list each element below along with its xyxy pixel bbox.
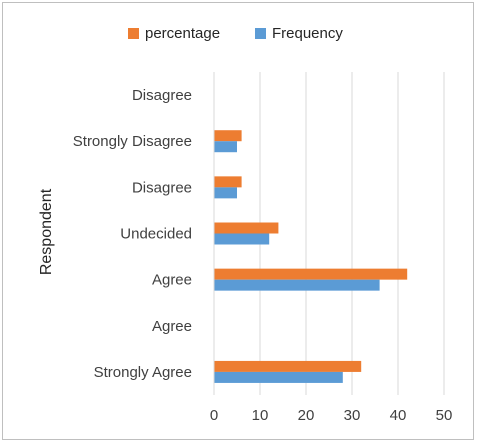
legend-label-percentage: percentage bbox=[145, 25, 220, 42]
legend-swatch-percentage bbox=[128, 28, 139, 39]
bar-frequency-1 bbox=[214, 141, 237, 153]
category-label: Agree bbox=[152, 272, 192, 289]
x-tick-label: 10 bbox=[252, 407, 269, 424]
x-tick-label: 20 bbox=[298, 407, 315, 424]
bar-percentage-3 bbox=[214, 222, 279, 234]
category-label: Agree bbox=[152, 318, 192, 335]
y-axis-title: Respondent bbox=[38, 188, 55, 275]
x-tick-label: 30 bbox=[344, 407, 361, 424]
bar-frequency-2 bbox=[214, 187, 237, 199]
category-label: Strongly Disagree bbox=[73, 133, 192, 150]
bar-frequency-6 bbox=[214, 371, 343, 383]
bar-frequency-4 bbox=[214, 279, 380, 291]
bar-percentage-4 bbox=[214, 268, 408, 280]
x-tick-label: 40 bbox=[390, 407, 407, 424]
bar-frequency-3 bbox=[214, 233, 270, 245]
bar-percentage-1 bbox=[214, 130, 242, 142]
bar-percentage-2 bbox=[214, 176, 242, 188]
legend: percentage Frequency bbox=[128, 25, 343, 42]
legend-swatch-frequency bbox=[255, 28, 266, 39]
category-label: Undecided bbox=[120, 226, 192, 243]
x-tick-label: 50 bbox=[436, 407, 453, 424]
gridlines bbox=[259, 72, 445, 395]
category-label: Disagree bbox=[132, 179, 192, 196]
category-label: Disagree bbox=[132, 87, 192, 104]
category-label: Strongly Agree bbox=[94, 364, 192, 381]
x-tick-label: 0 bbox=[210, 407, 218, 424]
category-labels: Disagree Strongly Disagree Disagree Undecid… bbox=[73, 87, 192, 381]
x-tick-labels: 0 10 20 30 40 50 bbox=[210, 407, 453, 424]
bars bbox=[214, 130, 408, 383]
bar-percentage-6 bbox=[214, 360, 362, 372]
legend-label-frequency: Frequency bbox=[272, 25, 343, 42]
